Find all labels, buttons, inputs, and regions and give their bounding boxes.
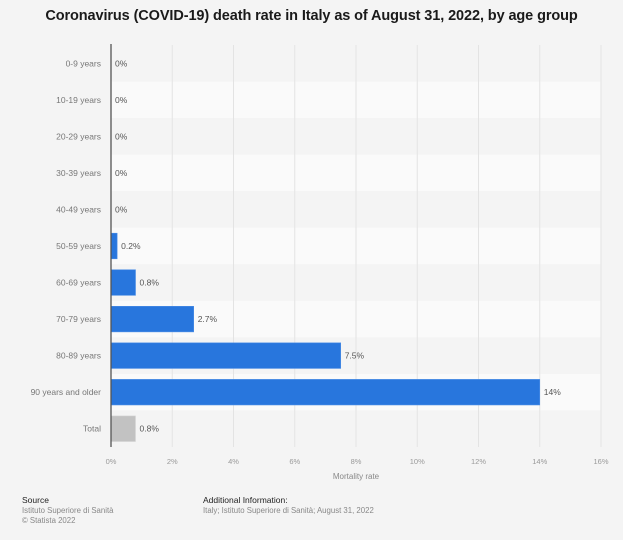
value-label: 0%	[115, 131, 128, 141]
category-label: 30-39 years	[56, 168, 101, 178]
value-label: 0%	[115, 95, 128, 105]
value-label: 0.8%	[140, 424, 160, 434]
category-label: Total	[83, 424, 101, 434]
source-heading: Source	[22, 495, 49, 505]
value-label: 7.5%	[345, 351, 365, 361]
value-label: 0%	[115, 204, 128, 214]
bars	[110, 232, 541, 442]
additional-info-text: Italy; Istituto Superiore di Sanità; Aug…	[203, 506, 374, 515]
x-tick-label: 6%	[289, 457, 300, 466]
value-label: 14%	[544, 387, 561, 397]
bar	[110, 415, 136, 442]
bar	[110, 232, 118, 260]
source-line-2: © Statista 2022	[22, 516, 76, 525]
category-label: 80-89 years	[56, 351, 101, 361]
bar-chart: 0-9 years 10-19 years 20-29 years 30-39 yea…	[31, 44, 609, 481]
bar	[110, 305, 194, 333]
bar	[110, 342, 341, 369]
x-tick-label: 2%	[167, 457, 178, 466]
source-line-1: Istituto Superiore di Sanità	[22, 506, 114, 515]
category-label: 40-49 years	[56, 204, 101, 214]
additional-info-heading: Additional Information:	[203, 495, 288, 505]
category-label: 90 years and older	[31, 387, 102, 397]
value-label: 2.7%	[198, 314, 218, 324]
value-label: 0.2%	[121, 241, 141, 251]
x-tick-label: 12%	[471, 457, 486, 466]
value-label: 0.8%	[140, 278, 160, 288]
category-label: 70-79 years	[56, 314, 101, 324]
value-label: 0%	[115, 168, 128, 178]
bar	[110, 379, 541, 406]
x-tick-label: 4%	[228, 457, 239, 466]
category-label: 10-19 years	[56, 95, 101, 105]
x-tick-label: 8%	[351, 457, 362, 466]
value-labels: 0% 0% 0% 0% 0% 0.2% 0.8% 2.7% 7.5% 14% 0.8%	[115, 58, 561, 433]
x-axis-label: Mortality rate	[333, 472, 380, 481]
category-labels: 0-9 years 10-19 years 20-29 years 30-39 yea…	[31, 58, 102, 433]
x-tick-labels: 0% 2% 4% 6% 8% 10% 12% 14% 16%	[106, 457, 609, 466]
category-label: 0-9 years	[66, 58, 101, 68]
category-label: 50-59 years	[56, 241, 101, 251]
category-label: 20-29 years	[56, 131, 101, 141]
category-label: 60-69 years	[56, 278, 101, 288]
bar	[110, 269, 136, 296]
x-tick-label: 16%	[593, 457, 608, 466]
value-label: 0%	[115, 58, 128, 68]
x-tick-label: 0%	[106, 457, 117, 466]
x-tick-label: 10%	[410, 457, 425, 466]
x-tick-label: 14%	[532, 457, 547, 466]
chart-title: Coronavirus (COVID-19) death rate in Ita…	[45, 8, 578, 24]
